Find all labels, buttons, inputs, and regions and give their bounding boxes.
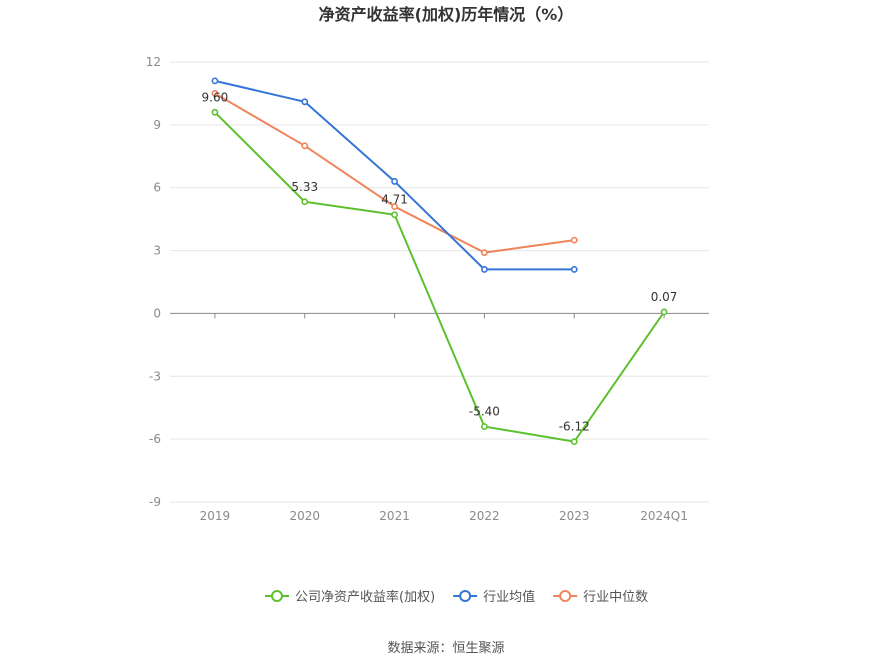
data-point — [301, 198, 309, 206]
x-tick-label: 2021 — [379, 509, 410, 523]
data-point — [391, 178, 398, 185]
data-point — [570, 266, 578, 273]
legend-label: 行业均值 — [483, 589, 535, 605]
series-line — [214, 111, 665, 443]
x-tick-label: 2024Q1 — [640, 509, 688, 523]
chart-title: 净资产收益率(加权)历年情况（%） — [319, 5, 574, 24]
data-point — [481, 266, 488, 273]
x-tick-label: 2020 — [289, 509, 320, 523]
data-point — [301, 98, 309, 106]
y-tick-label: 6 — [153, 181, 161, 195]
x-axis-ticks: 2019 2020 2021 2022 2023 2024Q1 — [200, 313, 688, 523]
series-line — [214, 92, 575, 254]
y-tick-label: -3 — [149, 369, 161, 383]
data-point — [660, 308, 668, 316]
data-point — [570, 236, 578, 244]
legend-label: 行业中位数 — [583, 590, 648, 605]
data-label: 0.07 — [651, 290, 678, 304]
series-line — [214, 79, 575, 271]
data-point — [481, 249, 488, 257]
legend-swatch-marker — [459, 590, 472, 602]
legend-label: 公司净资产收益率(加权) — [295, 589, 435, 605]
legend-swatch-marker — [559, 590, 572, 602]
y-tick-label: -6 — [149, 432, 161, 446]
y-tick-label: 9 — [153, 118, 161, 132]
y-tick-label: 12 — [146, 55, 161, 69]
x-tick-label: 2023 — [559, 509, 590, 523]
series — [211, 77, 668, 446]
y-axis-ticks: 12 9 6 3 0 -3 -6 -9 — [146, 55, 161, 509]
legend-swatch-marker — [271, 590, 283, 602]
x-tick-label: 2019 — [200, 509, 231, 523]
data-point — [211, 90, 219, 97]
y-tick-label: -9 — [149, 495, 161, 509]
data-point — [301, 142, 309, 150]
legend[interactable]: 公司净资产收益率(加权) 行业均值 行业中位数 — [265, 589, 648, 605]
y-tick-label: 0 — [153, 306, 161, 320]
data-label: 5.33 — [291, 180, 318, 194]
source-note: 数据来源：恒生聚源 — [387, 641, 504, 656]
data-label: 9.60 — [202, 90, 229, 104]
grid — [170, 61, 709, 503]
data-labels: 9.60 5.33 4.71 -5.40 -6.12 0.07 — [202, 90, 678, 433]
x-tick-label: 2022 — [469, 509, 500, 523]
data-label: 4.71 — [381, 193, 408, 207]
data-point — [391, 211, 398, 219]
legend-item[interactable]: 行业中位数 — [553, 590, 648, 605]
data-point — [211, 77, 219, 85]
legend-item[interactable]: 行业均值 — [453, 589, 535, 605]
data-point — [481, 423, 488, 430]
y-tick-label: 3 — [153, 244, 161, 258]
data-label: -6.12 — [559, 420, 590, 434]
data-point — [391, 203, 398, 210]
legend-item[interactable]: 公司净资产收益率(加权) — [265, 589, 435, 605]
data-label: -5.40 — [469, 405, 500, 419]
data-point — [211, 108, 219, 116]
data-point — [570, 438, 578, 446]
